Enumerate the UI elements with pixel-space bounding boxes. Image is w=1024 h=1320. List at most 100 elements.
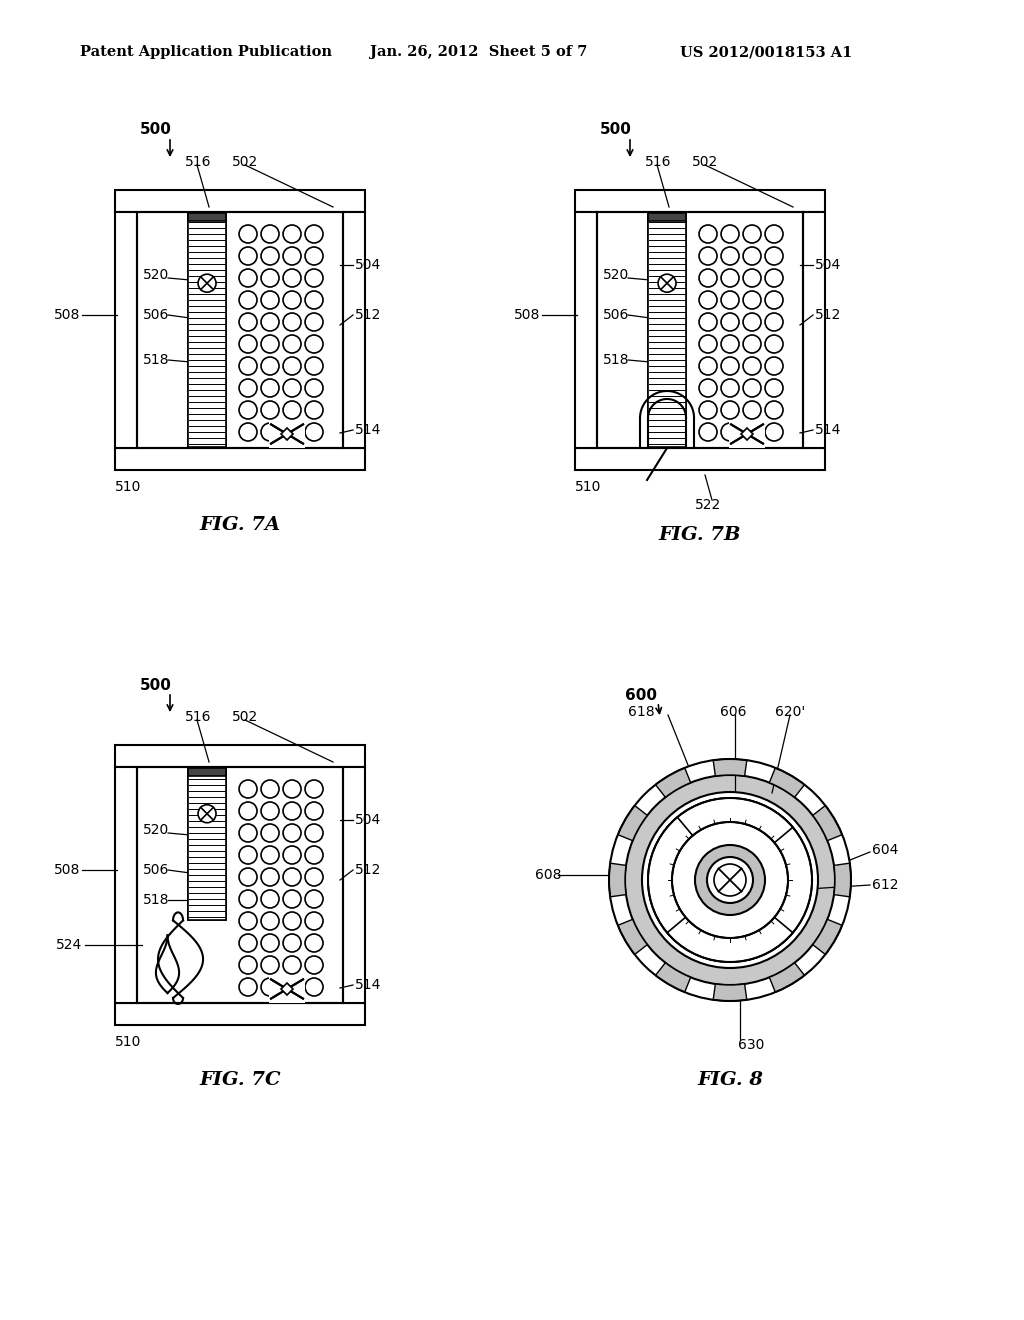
Text: 510: 510 [115,1035,141,1049]
Polygon shape [609,863,626,896]
Bar [188,213,226,447]
Circle shape [283,224,301,243]
Text: 504: 504 [355,257,381,272]
Circle shape [283,379,301,397]
Circle shape [721,269,739,286]
Polygon shape [281,983,293,995]
Circle shape [261,269,279,286]
Circle shape [305,247,323,265]
Circle shape [743,224,761,243]
Text: 508: 508 [53,308,80,322]
Circle shape [239,290,257,309]
Text: 600: 600 [625,688,657,702]
Text: Patent Application Publication: Patent Application Publication [80,45,332,59]
Text: 604: 604 [872,843,898,857]
Bar [343,767,365,1003]
Circle shape [305,335,323,352]
Text: 518: 518 [603,352,630,367]
Circle shape [261,356,279,375]
Circle shape [721,356,739,375]
Circle shape [261,869,279,886]
Circle shape [261,935,279,952]
Circle shape [743,269,761,286]
Text: FIG. 7B: FIG. 7B [658,525,741,544]
Text: FIG. 7C: FIG. 7C [200,1071,281,1089]
Text: 516: 516 [185,154,212,169]
Text: 516: 516 [645,154,672,169]
Bar [188,768,226,920]
Bar [188,213,226,220]
Circle shape [283,780,301,799]
Text: 502: 502 [232,154,258,169]
Bar [115,190,365,213]
Bar [115,767,137,1003]
Circle shape [721,422,739,441]
Circle shape [765,335,783,352]
Polygon shape [713,759,746,776]
Circle shape [305,379,323,397]
Bar [648,213,686,220]
Circle shape [261,401,279,418]
Polygon shape [648,884,725,962]
Text: 520: 520 [143,822,169,837]
Circle shape [699,379,717,397]
Circle shape [699,401,717,418]
Bar [115,1003,365,1026]
Text: 502: 502 [692,154,718,169]
Text: 500: 500 [140,677,172,693]
Circle shape [721,335,739,352]
Polygon shape [834,863,851,896]
Circle shape [239,890,257,908]
Bar [269,975,305,1003]
Circle shape [283,313,301,331]
Text: 500: 500 [140,123,172,137]
Circle shape [261,422,279,441]
Circle shape [283,401,301,418]
Circle shape [743,335,761,352]
Polygon shape [668,799,793,842]
Circle shape [305,935,323,952]
Bar [115,744,365,767]
Text: 608: 608 [535,869,561,882]
Circle shape [239,956,257,974]
Circle shape [743,422,761,441]
Circle shape [699,422,717,441]
Circle shape [699,224,717,243]
Circle shape [239,912,257,931]
Polygon shape [735,799,812,875]
Bar [188,213,226,447]
Circle shape [305,803,323,820]
Circle shape [699,313,717,331]
Text: 502: 502 [232,710,258,723]
Circle shape [261,313,279,331]
Text: 504: 504 [355,813,381,828]
Polygon shape [617,919,647,954]
Text: 522: 522 [695,498,721,512]
Circle shape [743,356,761,375]
Bar [188,768,226,920]
Text: FIG. 7A: FIG. 7A [200,516,281,535]
Text: 618: 618 [629,705,655,719]
Circle shape [283,935,301,952]
Text: 510: 510 [575,480,601,494]
Circle shape [261,335,279,352]
Circle shape [283,978,301,997]
Text: US 2012/0018153 A1: US 2012/0018153 A1 [680,45,852,59]
Circle shape [743,247,761,265]
Circle shape [765,356,783,375]
Bar [803,213,825,447]
Circle shape [699,335,717,352]
Text: 506: 506 [143,863,169,876]
Text: 512: 512 [355,863,381,876]
Text: 620: 620 [712,880,738,895]
Text: 514: 514 [355,978,381,993]
Circle shape [721,224,739,243]
Circle shape [283,290,301,309]
Circle shape [239,846,257,865]
Circle shape [239,335,257,352]
Circle shape [765,224,783,243]
Polygon shape [735,884,812,962]
Bar [137,767,343,1003]
Circle shape [707,857,753,903]
Circle shape [305,824,323,842]
